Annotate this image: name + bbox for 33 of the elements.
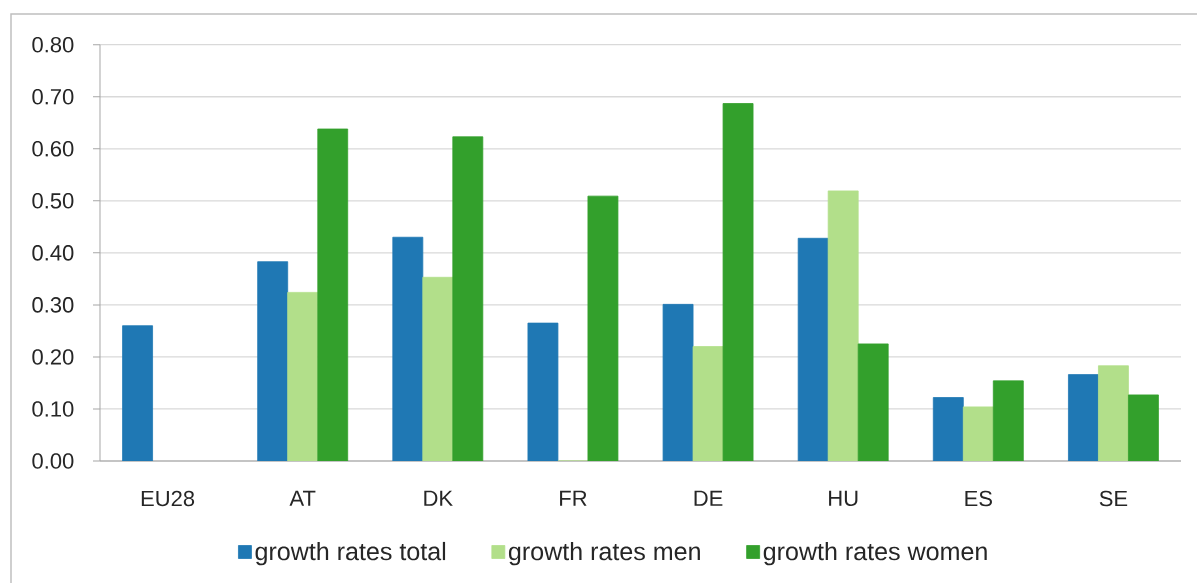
x-tick-label: FR: [560, 490, 587, 506]
bar: [1128, 394, 1159, 461]
x-tick-label: DK: [424, 490, 453, 506]
x-tick-label: SE: [1099, 490, 1128, 507]
bar: [587, 195, 619, 461]
bar: [827, 190, 859, 461]
x-tick-label: AT: [289, 490, 316, 506]
bar: [1098, 365, 1129, 461]
x-tick-label: DE: [694, 490, 723, 506]
x-tick-label: ES: [965, 490, 992, 507]
y-tick-label: 0.80: [32, 36, 74, 53]
y-tick-label: 0.50: [32, 193, 74, 209]
x-tick-label: HU: [829, 490, 858, 507]
bar: [722, 103, 754, 461]
y-tick-label: 0.70: [32, 88, 74, 105]
legend-label: growth rates men: [508, 541, 700, 566]
y-tick-label: 0.00: [32, 453, 74, 469]
bar: [287, 292, 319, 461]
y-tick-label: 0.10: [32, 401, 74, 417]
bar: [452, 136, 484, 461]
y-tick-label: 0.60: [32, 140, 74, 157]
bar: [317, 128, 349, 461]
bar: [692, 346, 724, 461]
y-tick-label: 0.20: [32, 349, 74, 365]
bar: [962, 406, 994, 461]
y-tick-label: 0.40: [32, 245, 74, 261]
bar: [422, 276, 454, 461]
legend-label: growth rates women: [763, 541, 987, 566]
bar: [857, 343, 889, 461]
legend-label: growth rates total: [255, 541, 446, 566]
x-tick-label: EU28: [141, 490, 195, 507]
y-tick-label: 0.30: [32, 297, 74, 313]
bar: [992, 380, 1024, 461]
